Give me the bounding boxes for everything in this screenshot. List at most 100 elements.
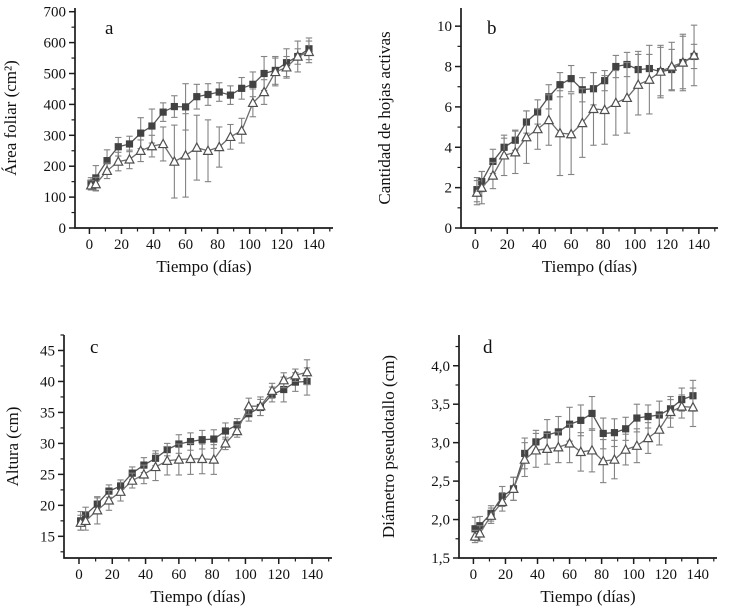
y-axis-label: Área foliar (cm²) [1,60,20,176]
triangle-marker [213,141,225,152]
x-axis-ticks: 0 20 40 60 80 100 120 140 [470,558,715,583]
x-tick-label: 40 [532,237,547,253]
triangle-marker [292,50,304,61]
triangle-marker [565,128,577,139]
triangle-marker [609,453,620,464]
triangle-marker [243,400,255,411]
triangle-marker [301,366,313,377]
triangle-marker [642,432,654,443]
square-marker [137,129,145,137]
square-marker [193,93,201,101]
x-axis-ticks: 0 20 40 60 80 100 120 140 [86,228,331,253]
y-tick-label: 6 [445,100,453,116]
square-marker [226,91,235,99]
y-tick-label: 600 [44,36,67,52]
x-axis-label: Tiempo (días) [540,587,635,606]
x-tick-label: 80 [210,237,225,253]
triangle-marker [676,400,688,411]
square-marker [198,436,206,444]
square-marker [471,525,479,533]
triangle-marker [157,138,169,149]
triangle-marker [487,169,499,180]
y-tick-label: 4,0 [431,359,450,375]
y-tick-label: 3,5 [431,397,450,413]
x-tick-label: 100 [622,567,645,583]
y-tick-label: 300 [44,128,67,144]
triangle-marker [258,86,270,97]
y-tick-label: 45 [40,343,55,359]
y-tick-label: 700 [44,5,67,21]
square-marker [210,435,218,443]
triangle-marker [554,127,566,138]
x-tick-label: 120 [654,567,677,583]
square-marker [612,62,620,71]
series-squares [471,379,697,541]
y-tick-label: 0 [59,221,67,237]
triangle-marker [621,91,633,103]
triangle-marker [575,446,587,457]
triangle-marker [278,374,290,385]
x-tick-label: 0 [470,567,478,583]
chart-d-svg: 0 20 40 60 80 100 120 140 1,5 2,0 2,5 3,0 3,5 4,0 Tiem… [379,335,717,606]
square-marker [238,84,246,92]
triangle-marker [564,437,575,448]
triangle-marker [236,124,248,135]
triangle-marker [620,443,632,454]
triangle-marker [485,509,497,520]
x-tick-label: 40 [138,567,153,583]
triangle-marker [471,186,483,197]
axis-lines [460,8,718,229]
axis-lines [63,335,332,559]
y-tick-label: 30 [40,436,55,452]
triangle-marker [231,425,243,436]
x-tick-label: 100 [234,567,257,583]
triangle-marker [653,423,665,434]
square-marker [204,90,212,99]
square-marker [556,81,564,89]
square-marker [159,108,167,116]
triangle-marker [180,149,191,160]
triangle-marker [112,155,124,166]
x-tick-label: 0 [472,237,480,253]
y-tick-label: 500 [44,67,67,83]
triangle-marker [610,96,622,108]
x-axis-label: Tiempo (días) [150,587,245,606]
square-marker [148,122,156,130]
y-tick-label: 1,5 [431,551,450,567]
triangle-marker [191,141,203,152]
x-tick-label: 140 [688,237,711,253]
triangle-marker [496,495,508,507]
square-marker [181,103,190,111]
triangle-marker [202,144,214,155]
x-tick-label: 0 [86,237,94,253]
x-tick-label: 100 [238,237,261,253]
triangle-marker [687,401,699,412]
y-tick-label: 200 [44,159,67,175]
y-tick-label: 8 [445,60,453,76]
square-marker [280,385,288,394]
triangle-marker [247,96,259,108]
triangle-marker [552,441,564,452]
y-axis-ticks: 0 2 4 6 8 10 [437,19,461,237]
square-marker [577,416,585,424]
triangle-marker [519,453,531,464]
x-tick-label: 40 [530,567,545,583]
x-tick-label: 0 [75,567,83,583]
triangle-marker [476,181,488,192]
triangle-marker [196,453,208,464]
panel-letter: a [105,18,114,39]
x-axis-ticks: 0 20 40 60 80 100 120 140 [75,558,330,583]
y-axis-ticks: 1,5 2,0 2,5 3,0 3,5 4,0 [431,345,459,567]
x-axis-ticks: 0 20 40 60 80 100 120 140 [472,228,716,253]
square-marker [599,429,607,438]
triangle-marker [124,153,135,164]
axis-lines [74,8,333,229]
y-axis-label: Altura (cm) [3,407,22,487]
y-axis-ticks: 15 20 25 30 35 40 45 [40,334,64,553]
x-tick-label: 80 [594,567,609,583]
triangle-marker [101,164,113,176]
panel-letter: d [483,337,493,358]
triangle-marker [115,485,126,496]
triangle-marker [126,474,138,485]
